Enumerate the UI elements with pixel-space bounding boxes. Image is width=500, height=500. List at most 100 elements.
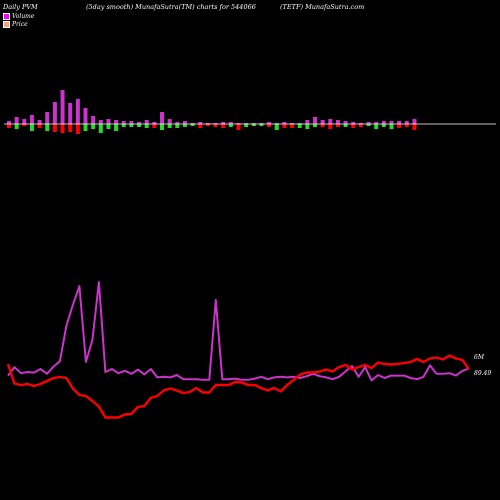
pvm-bar-up (91, 116, 96, 124)
volume-end-label: 6M (474, 354, 485, 361)
pvm-bar-down (52, 124, 57, 132)
pvm-bar-down (29, 124, 34, 131)
pvm-bar-down (389, 124, 394, 129)
pvm-bar-up (335, 120, 340, 124)
header-chart-source: (5day smooth) MunafaSutra(TM) charts for… (86, 3, 256, 11)
pvm-bar-up (167, 119, 172, 124)
pvm-bar-up (389, 121, 394, 124)
pvm-bar-up (228, 122, 233, 124)
pvm-bar-down (290, 124, 295, 128)
header-symbol: (TETF) MunafaSutra.com (280, 3, 365, 11)
legend-volume-swatch (3, 12, 10, 20)
pvm-bar-up (358, 123, 363, 124)
pvm-bar-up (182, 121, 187, 124)
pvm-bar-down (106, 124, 111, 129)
pvm-bar-down (175, 124, 180, 128)
pvm-bar-up (37, 120, 42, 124)
pvm-bar-down (22, 124, 27, 126)
pvm-bar-up (45, 112, 50, 124)
pvm-bar-down (60, 124, 65, 133)
pvm-bar-up (343, 121, 348, 124)
pvm-bar-down (152, 124, 157, 128)
pvm-bar-up (106, 119, 111, 124)
pvm-bar-up (328, 119, 333, 124)
pvm-bar-down (335, 124, 340, 127)
pvm-bar-down (358, 124, 363, 127)
pvm-bar-up (221, 122, 226, 124)
pvm-bar-up (259, 123, 264, 124)
pvm-bar-up (83, 108, 88, 124)
pvm-bar-down (351, 124, 356, 128)
pvm-bar-down (412, 124, 417, 130)
pvm-bar-down (374, 124, 379, 129)
pvm-bar-down (320, 124, 325, 127)
pvm-bar-down (129, 124, 134, 127)
pvm-bar-down (259, 124, 264, 126)
pvm-bar-up (404, 121, 409, 124)
pvm-bar-up (98, 120, 103, 124)
pvm-bar-up (198, 122, 203, 124)
pvm-bar-up (68, 103, 73, 124)
pvm-bar-up (160, 112, 164, 124)
legend-price: Price (3, 20, 34, 28)
pvm-bar-up (412, 119, 417, 124)
pvm-bar-up (274, 123, 279, 124)
pvm-bar-down (221, 124, 226, 128)
pvm-bar-down (228, 124, 233, 127)
legend-volume-label: Volume (12, 12, 35, 20)
pvm-bar-down (75, 124, 80, 134)
pvm-bar-down (267, 124, 272, 127)
pvm-bar-up (397, 121, 402, 124)
header-chart-kind: Daily PVM (3, 3, 38, 11)
pvm-bar-down (83, 124, 88, 131)
pvm-bar-down (297, 124, 302, 128)
pvm-bar-up (22, 119, 27, 124)
pvm-bars (7, 90, 417, 134)
pvm-bar-up (205, 123, 210, 124)
pvm-bar-down (190, 124, 195, 126)
pvm-bar-down (236, 124, 241, 130)
pvm-bar-down (167, 124, 172, 128)
pvm-bar-up (144, 120, 149, 124)
pvm-bar-up (381, 121, 386, 124)
price-line (6, 354, 470, 419)
pvm-bar-down (313, 124, 317, 127)
pvm-bar-down (205, 124, 210, 126)
legend: Volume Price (3, 12, 34, 28)
pvm-bar-up (175, 122, 180, 124)
pvm-bar-down (14, 124, 19, 129)
pvm-bar-up (244, 123, 249, 124)
pvm-bar-up (7, 121, 11, 124)
pvm-bar-up (313, 117, 317, 124)
pvm-bar-down (366, 124, 371, 126)
pvm-bar-up (320, 120, 325, 124)
volume-line (7, 281, 470, 382)
pvm-bar-down (114, 124, 119, 131)
pvm-bar-down (7, 124, 11, 128)
pvm-bar-down (305, 124, 310, 129)
pvm-bar-down (328, 124, 333, 129)
pvm-bar-up (75, 99, 80, 124)
pvm-bar-down (381, 124, 386, 127)
legend-volume: Volume (3, 12, 34, 20)
pvm-bar-up (190, 123, 195, 124)
pvm-bar-down (343, 124, 348, 127)
pvm-bar-down (198, 124, 203, 128)
pvm-bar-up (366, 122, 371, 124)
pvm-bar-up (121, 121, 126, 124)
pvm-bar-up (60, 90, 65, 124)
pvm-bar-down (137, 124, 142, 127)
pvm-bar-down (182, 124, 187, 127)
pvm-bar-down (121, 124, 126, 127)
pvm-bar-down (213, 124, 218, 127)
pvm-bar-up (290, 123, 295, 124)
pvm-bar-up (114, 120, 119, 124)
pvm-bar-up (152, 122, 157, 124)
pvm-bar-down (274, 124, 279, 130)
pvm-bar-up (251, 123, 256, 124)
legend-price-swatch (3, 20, 10, 28)
pvm-bar-down (37, 124, 42, 128)
pvm-bar-up (213, 123, 218, 124)
pvm-bar-up (305, 120, 310, 124)
